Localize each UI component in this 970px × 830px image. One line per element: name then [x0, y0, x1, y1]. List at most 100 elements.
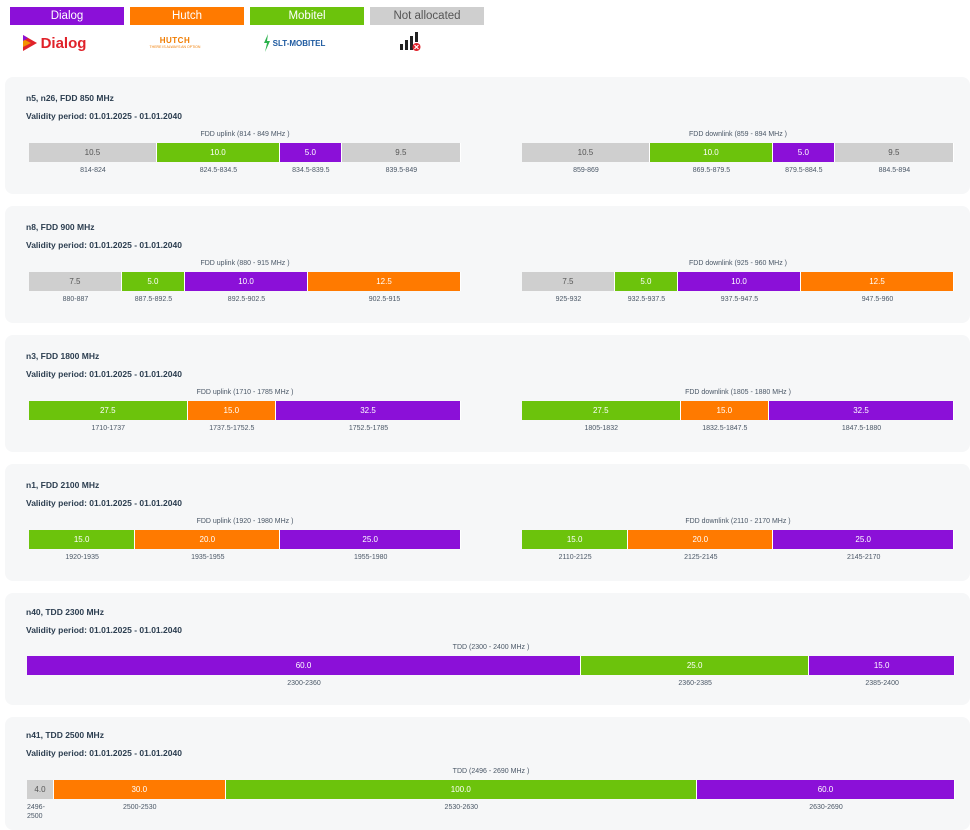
- na-logo-slot: [370, 31, 490, 55]
- range-labels: 2300-2360 2360-2385 2385-2400: [27, 679, 955, 688]
- allocation-segment-na: 10.5: [29, 143, 157, 162]
- allocation-bar: 60.0 25.0 15.0: [27, 656, 955, 675]
- segment-range: 887.5-892.5: [134, 296, 173, 303]
- segment-range: 1805-1832: [584, 425, 618, 432]
- legend-chip-dialog: Dialog: [10, 7, 124, 25]
- segment-range: 2500-2530: [123, 804, 157, 811]
- band-label: FDD downlink (925 - 960 MHz ): [688, 260, 788, 267]
- segment-range: 2300-2360: [287, 680, 321, 687]
- validity-period: Validity period: 01.01.2025 - 01.01.2040: [26, 498, 182, 508]
- not-allocated-logo: [398, 30, 422, 57]
- dialog-mark-icon: [22, 35, 37, 51]
- validity-period: Validity period: 01.01.2025 - 01.01.2040: [26, 240, 182, 250]
- band-label: FDD uplink (814 - 849 MHz ): [200, 131, 290, 138]
- allocation-segment-na: 10.5: [522, 143, 650, 162]
- legend-chips: Dialog Hutch Mobitel Not allocated: [10, 7, 490, 25]
- allocation-segment-hutch: 15.0: [187, 401, 277, 420]
- frequency-band: FDD uplink (814 - 849 MHz ) 10.5 10.0 5.0 9.…: [29, 131, 461, 187]
- allocation-segment-hutch: 20.0: [628, 530, 774, 549]
- allocation-segment-mobitel: 10.0: [649, 143, 773, 162]
- segment-range: 1752.5-1785: [348, 425, 389, 432]
- allocation-segment-dialog: 10.0: [677, 272, 802, 291]
- frequency-band: TDD (2496 - 2690 MHz ) 4.0 30.0 100.0 60.0 24…: [27, 768, 955, 824]
- allocation-segment-dialog: 60.0: [27, 656, 582, 675]
- operator-legend: Dialog Hutch Mobitel Not allocated Dialo…: [10, 7, 490, 55]
- segment-range: 2630-2690: [809, 804, 843, 811]
- allocation-segment-dialog: 10.0: [184, 272, 309, 291]
- segment-range: 2530-2630: [444, 804, 479, 811]
- allocation-segment-mobitel: 100.0: [225, 780, 697, 799]
- legend-chip-mobitel: Mobitel: [250, 7, 364, 25]
- frequency-band: FDD downlink (859 - 894 MHz ) 10.5 10.0 5.0…: [522, 131, 954, 187]
- segment-range: 932.5-937.5: [627, 296, 666, 303]
- segment-range: 925-932: [555, 296, 582, 303]
- allocation-bar: 10.5 10.0 5.0 9.5: [522, 143, 954, 162]
- segment-range: 884.5-894: [878, 167, 911, 174]
- allocation-segment-dialog: 25.0: [773, 530, 954, 549]
- allocation-segment-hutch: 12.5: [801, 272, 954, 291]
- allocation-segment-hutch: 30.0: [53, 780, 226, 799]
- validity-period: Validity period: 01.01.2025 - 01.01.2040: [26, 369, 182, 379]
- range-labels: 1805-1832 1832.5-1847.5 1847.5-1880: [522, 424, 954, 433]
- allocation-segment-dialog: 5.0: [279, 143, 342, 162]
- allocation-segment-dialog: 15.0: [809, 656, 955, 675]
- allocation-segment-mobitel: 5.0: [614, 272, 678, 291]
- allocation-segment-mobitel: 27.5: [522, 401, 681, 420]
- band-label: FDD uplink (1920 - 1980 MHz ): [196, 518, 294, 525]
- allocation-segment-na: 4.0: [27, 780, 54, 799]
- card-title: n3, FDD 1800 MHz: [26, 351, 100, 361]
- band-label: FDD uplink (880 - 915 MHz ): [200, 260, 290, 267]
- allocation-segment-mobitel: 27.5: [29, 401, 188, 420]
- range-labels: 1710-1737 1737.5-1752.5 1752.5-1785: [29, 424, 461, 433]
- allocation-segment-dialog: 32.5: [276, 401, 461, 420]
- allocation-segment-mobitel: 5.0: [121, 272, 185, 291]
- band-card: n3, FDD 1800 MHz Validity period: 01.01.2…: [5, 335, 970, 452]
- allocation-segment-hutch: 12.5: [308, 272, 461, 291]
- allocation-segment-na: 9.5: [341, 143, 461, 162]
- operator-logos: Dialog HUTCH THERE IS ALWAYS AN OPTION S…: [10, 31, 490, 55]
- hutch-logo-tagline: THERE IS ALWAYS AN OPTION: [149, 45, 201, 49]
- frequency-band: FDD downlink (1805 - 1880 MHz ) 27.5 15.0 3…: [522, 389, 954, 445]
- hutch-logo-slot: HUTCH THERE IS ALWAYS AN OPTION: [130, 31, 250, 55]
- segment-range: 880-887: [62, 296, 89, 303]
- frequency-band: FDD uplink (880 - 915 MHz ) 7.5 5.0 10.0 12.…: [29, 260, 461, 316]
- segment-range: 834.5-839.5: [292, 167, 330, 174]
- segment-range: 1832.5-1847.5: [702, 425, 748, 432]
- allocation-bar: 27.5 15.0 32.5: [29, 401, 461, 420]
- validity-period: Validity period: 01.01.2025 - 01.01.2040: [26, 625, 182, 635]
- allocation-bar: 15.0 20.0 25.0: [29, 530, 461, 549]
- segment-range: 814-824: [80, 167, 106, 174]
- band-card: n8, FDD 900 MHz Validity period: 01.01.20…: [5, 206, 970, 323]
- allocation-segment-na: 7.5: [522, 272, 615, 291]
- band-card: n40, TDD 2300 MHz Validity period: 01.01.…: [5, 593, 970, 705]
- validity-period: Validity period: 01.01.2025 - 01.01.2040: [26, 748, 182, 758]
- band-card: n5, n26, FDD 850 MHz Validity period: 01.…: [5, 77, 970, 194]
- range-labels: 2496-2500 2500-2530 2530-2630 2630-2690: [27, 803, 955, 821]
- allocation-bar: 7.5 5.0 10.0 12.5: [29, 272, 461, 291]
- allocation-segment-na: 7.5: [29, 272, 122, 291]
- frequency-band: FDD uplink (1710 - 1785 MHz ) 27.5 15.0 32.…: [29, 389, 461, 445]
- segment-range: 1935-1955: [191, 554, 225, 561]
- slt-mobitel-logo: SLT-MOBITEL: [263, 34, 326, 52]
- dialog-logo: Dialog: [22, 33, 87, 53]
- allocation-bar: 4.0 30.0 100.0 60.0: [27, 780, 955, 799]
- allocation-segment-mobitel: 10.0: [156, 143, 280, 162]
- segment-range: 839.5-849: [385, 167, 418, 174]
- allocation-segment-dialog: 5.0: [772, 143, 835, 162]
- band-label: FDD uplink (1710 - 1785 MHz ): [196, 389, 294, 396]
- segment-range: 879.5-884.5: [785, 167, 823, 174]
- allocation-segment-mobitel: 15.0: [522, 530, 629, 549]
- slt-bolt-icon: [263, 34, 270, 52]
- band-label: FDD downlink (859 - 894 MHz ): [688, 131, 788, 138]
- legend-chip-not-allocated: Not allocated: [370, 7, 484, 25]
- allocation-bar: 27.5 15.0 32.5: [522, 401, 954, 420]
- dialog-logo-text: Dialog: [40, 34, 87, 52]
- slt-logo-text: SLT-MOBITEL: [272, 38, 326, 48]
- segment-range: 1920-1935: [65, 554, 99, 561]
- segment-range: 1710-1737: [91, 425, 125, 432]
- hutch-logo: HUTCH THERE IS ALWAYS AN OPTION: [150, 36, 201, 50]
- segment-range: 892.5-902.5: [227, 296, 266, 303]
- segment-range: 2110-2125: [558, 554, 592, 561]
- segment-range: 2145-2170: [846, 554, 881, 561]
- frequency-band: FDD uplink (1920 - 1980 MHz ) 15.0 20.0 25.…: [29, 518, 461, 574]
